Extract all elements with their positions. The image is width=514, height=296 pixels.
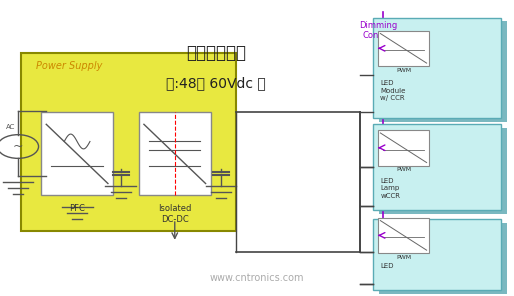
FancyBboxPatch shape bbox=[378, 130, 429, 165]
Text: PWM: PWM bbox=[396, 67, 411, 73]
Text: PWM: PWM bbox=[396, 255, 411, 260]
Text: LED: LED bbox=[380, 263, 394, 269]
Text: Isolated
DC-DC: Isolated DC-DC bbox=[158, 204, 191, 224]
Text: LED
Module
w/ CCR: LED Module w/ CCR bbox=[380, 80, 406, 101]
FancyBboxPatch shape bbox=[378, 30, 429, 66]
FancyBboxPatch shape bbox=[139, 112, 211, 195]
FancyBboxPatch shape bbox=[21, 53, 236, 231]
Text: LED
Lamp
wCCR: LED Lamp wCCR bbox=[380, 178, 400, 199]
Text: PFC: PFC bbox=[69, 204, 85, 213]
Text: 如:48、 60Vdc 等: 如:48、 60Vdc 等 bbox=[166, 76, 266, 90]
Text: ~: ~ bbox=[13, 140, 23, 153]
Text: PWM: PWM bbox=[396, 167, 411, 172]
FancyBboxPatch shape bbox=[379, 21, 507, 122]
FancyBboxPatch shape bbox=[373, 124, 501, 210]
FancyBboxPatch shape bbox=[379, 128, 507, 214]
Text: 固定输出电压: 固定输出电压 bbox=[186, 44, 246, 62]
Text: www.cntronics.com: www.cntronics.com bbox=[210, 273, 304, 283]
FancyBboxPatch shape bbox=[373, 219, 501, 290]
Text: AC: AC bbox=[6, 124, 15, 130]
FancyBboxPatch shape bbox=[41, 112, 113, 195]
Text: Power Supply: Power Supply bbox=[36, 61, 102, 71]
Text: Dimming
Control: Dimming Control bbox=[359, 21, 397, 40]
FancyBboxPatch shape bbox=[373, 18, 501, 118]
FancyBboxPatch shape bbox=[378, 218, 429, 253]
FancyBboxPatch shape bbox=[379, 223, 507, 294]
